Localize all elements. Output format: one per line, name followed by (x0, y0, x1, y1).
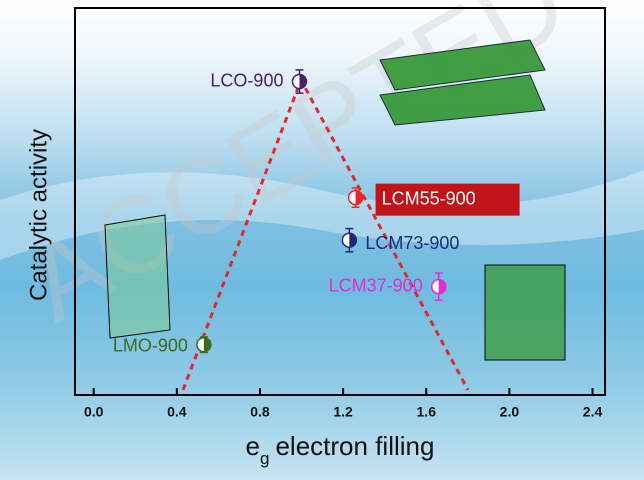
marker-half (349, 233, 357, 248)
point-label: LCM37-900 (329, 275, 423, 295)
x-tick-label: 0.4 (167, 404, 187, 420)
y-axis-label: Catalytic activity (25, 129, 52, 301)
x-tick-label: 1.2 (333, 404, 353, 420)
plot-frame (74, 7, 606, 396)
marker-half (355, 190, 363, 205)
x-tick-label: 0.0 (84, 404, 104, 420)
x-axis-label: eg electron filling (246, 431, 435, 469)
marker-half (299, 74, 307, 89)
point-label: LMO-900 (113, 335, 188, 355)
x-axis-label-main: e (246, 431, 260, 461)
x-tick-label: 0.8 (250, 404, 270, 420)
x-tick-label: 2.0 (500, 404, 520, 420)
label-box (375, 183, 520, 216)
x-axis-label-rest: electron filling (275, 431, 434, 461)
point-label: LCO-900 (210, 70, 283, 90)
point-label: LCM73-900 (365, 233, 459, 253)
point-label: LCM55-900 (382, 188, 476, 208)
marker-half (438, 279, 446, 294)
marker-half (203, 337, 211, 352)
x-tick-label: 2.4 (583, 404, 603, 420)
wave (0, 170, 644, 260)
x-tick-label: 1.6 (417, 404, 437, 420)
x-axis-label-sub: g (260, 449, 269, 468)
crystal-structure (104, 39, 566, 361)
